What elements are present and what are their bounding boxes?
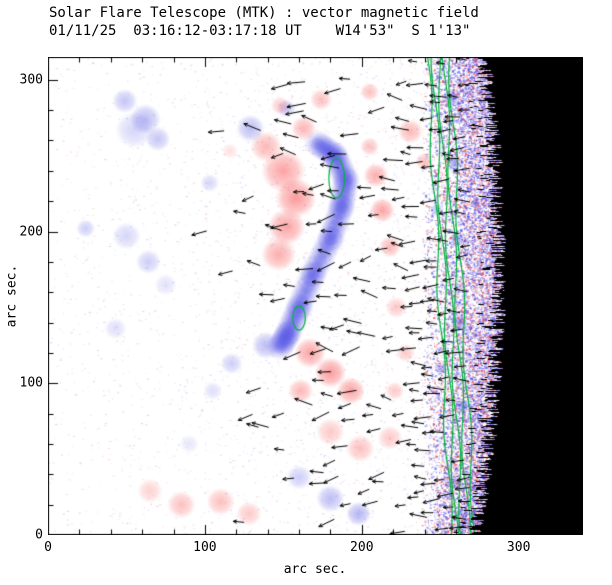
x-tick-label: 0	[44, 540, 52, 555]
x-axis-label: arc sec.	[283, 562, 347, 577]
y-tick-label: 200	[19, 224, 43, 239]
y-axis-label: arc sec.	[4, 264, 20, 328]
y-tick-label: 100	[19, 375, 43, 391]
x-tick-label: 200	[350, 540, 374, 555]
figure-title: Solar Flare Telescope (MTK) : vector mag…	[49, 5, 479, 21]
y-tick-label: 300	[19, 72, 43, 88]
x-tick-label: 100	[193, 540, 217, 555]
x-tick-label: 300	[506, 540, 531, 555]
y-tick-label: 0	[35, 527, 43, 543]
magnetogram-plot-canvas	[48, 57, 583, 535]
figure-subtitle: 01/11/25 03:16:12-03:17:18 UT W14'53" S …	[49, 23, 471, 39]
